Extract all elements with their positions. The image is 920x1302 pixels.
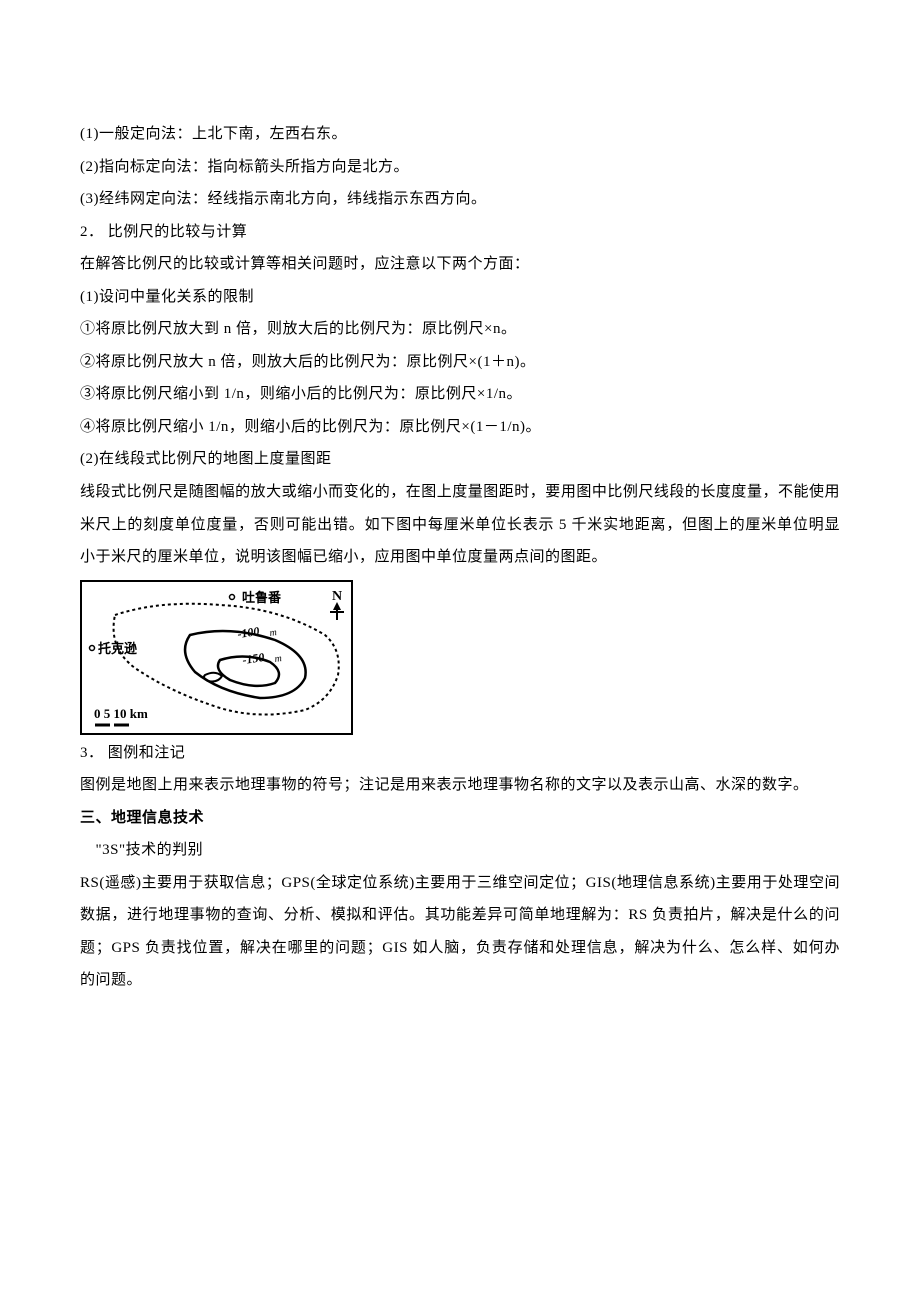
north-label: N xyxy=(332,589,342,604)
contour-150-unit: m xyxy=(274,653,283,665)
contour-inner xyxy=(204,672,222,681)
text-line: (2)在线段式比例尺的地图上度量图距 xyxy=(80,443,840,476)
text-line: 2． 比例尺的比较与计算 xyxy=(80,216,840,249)
map-svg: 吐鲁番 托克逊 -100 m -150 m N 0 5 10 km xyxy=(80,580,353,735)
text-line: ④将原比例尺缩小 1/n，则缩小后的比例尺为：原比例尺×(1－1/n)。 xyxy=(80,411,840,444)
text-line: ③将原比例尺缩小到 1/n，则缩小后的比例尺为：原比例尺×1/n。 xyxy=(80,378,840,411)
map-figure: 吐鲁番 托克逊 -100 m -150 m N 0 5 10 km xyxy=(80,580,840,735)
text-line: ②将原比例尺放大 n 倍，则放大后的比例尺为：原比例尺×(1＋n)。 xyxy=(80,346,840,379)
tuokexun-marker xyxy=(90,645,95,650)
text-line: (2)指向标定向法：指向标箭头所指方向是北方。 xyxy=(80,151,840,184)
text-line: 线段式比例尺是随图幅的放大或缩小而变化的，在图上度量图距时，要用图中比例尺线段的… xyxy=(80,476,840,574)
contour-100-label: -100 xyxy=(236,624,260,641)
contour-100-unit: m xyxy=(269,627,278,639)
scale-label: 0 5 10 km xyxy=(94,706,148,721)
text-line: "3S"技术的判别 xyxy=(80,834,840,867)
text-line: 在解答比例尺的比较或计算等相关问题时，应注意以下两个方面： xyxy=(80,248,840,281)
document-page: (1)一般定向法：上北下南，左西右东。 (2)指向标定向法：指向标箭头所指方向是… xyxy=(0,0,920,1077)
text-line: (3)经纬网定向法：经线指示南北方向，纬线指示东西方向。 xyxy=(80,183,840,216)
text-line: 3． 图例和注记 xyxy=(80,737,840,770)
tulufan-marker xyxy=(230,594,235,599)
text-line: RS(遥感)主要用于获取信息；GPS(全球定位系统)主要用于三维空间定位；GIS… xyxy=(80,867,840,997)
section-heading: 三、地理信息技术 xyxy=(80,802,840,835)
text-line: 图例是地图上用来表示地理事物的符号；注记是用来表示地理事物名称的文字以及表示山高… xyxy=(80,769,840,802)
text-line: ①将原比例尺放大到 n 倍，则放大后的比例尺为：原比例尺×n。 xyxy=(80,313,840,346)
text-line: (1)设问中量化关系的限制 xyxy=(80,281,840,314)
contour-150-label: -150 xyxy=(241,650,265,667)
tuokexun-label: 托克逊 xyxy=(98,641,137,656)
tulufan-label: 吐鲁番 xyxy=(242,590,282,605)
text-line: (1)一般定向法：上北下南，左西右东。 xyxy=(80,118,840,151)
